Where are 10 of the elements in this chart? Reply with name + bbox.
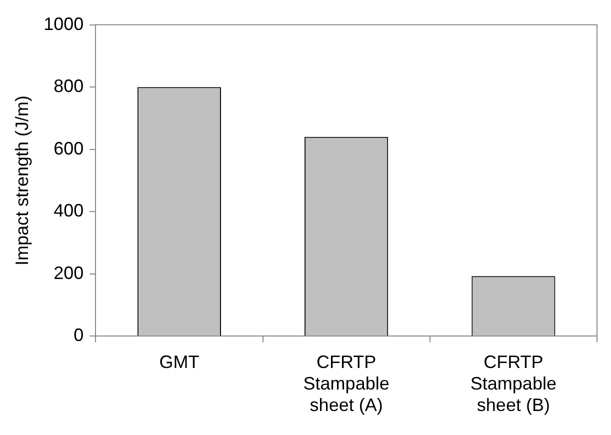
y-tick-label: 0 [74,325,84,346]
y-tick-label: 800 [54,76,84,96]
x-tick-label: GMT [159,352,200,372]
x-tick-label: CFRTP Stampable sheet (B) [470,352,556,416]
y-tick-label: 600 [54,138,84,158]
x-tick-label: CFRTP Stampable sheet (A) [303,352,390,416]
y-tick-label: 400 [54,200,84,221]
y-tick-label: 200 [54,262,84,283]
y-tick-label: 1000 [44,14,84,34]
y-axis-title: Impact strength (J/m) [12,95,32,266]
